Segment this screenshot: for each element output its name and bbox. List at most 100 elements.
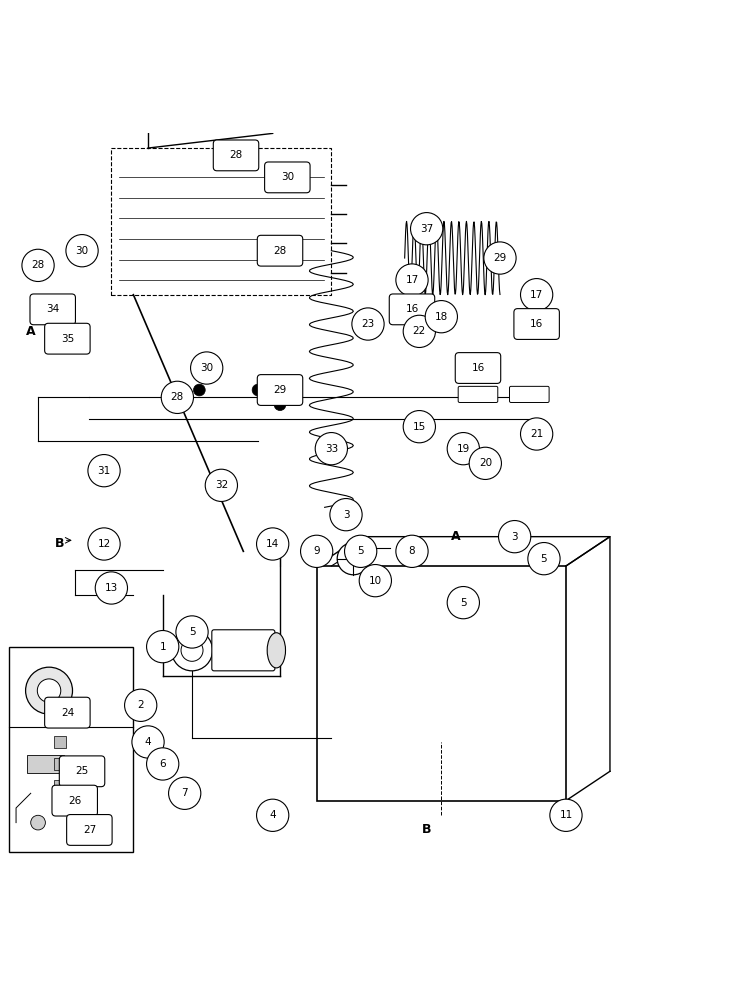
Circle shape [520, 279, 553, 311]
FancyBboxPatch shape [265, 162, 310, 193]
FancyBboxPatch shape [213, 140, 259, 171]
Circle shape [66, 235, 98, 267]
Text: 30: 30 [200, 363, 213, 373]
Circle shape [171, 630, 213, 671]
Circle shape [484, 242, 516, 274]
Text: 20: 20 [478, 458, 492, 468]
Circle shape [169, 777, 201, 809]
Circle shape [257, 799, 289, 831]
Circle shape [88, 455, 120, 487]
Circle shape [205, 469, 238, 501]
FancyBboxPatch shape [456, 353, 500, 383]
Text: B: B [422, 823, 431, 836]
Text: 21: 21 [530, 429, 543, 439]
Text: 4: 4 [145, 737, 152, 747]
FancyBboxPatch shape [27, 755, 64, 773]
Text: 5: 5 [188, 627, 195, 637]
Circle shape [124, 689, 157, 721]
Text: 17: 17 [530, 290, 543, 300]
FancyBboxPatch shape [389, 294, 435, 325]
Circle shape [352, 308, 384, 340]
Circle shape [176, 616, 208, 648]
Circle shape [396, 264, 428, 296]
Text: 29: 29 [493, 253, 506, 263]
FancyBboxPatch shape [52, 785, 97, 816]
Text: 9: 9 [314, 546, 320, 556]
Text: 7: 7 [181, 788, 188, 798]
Text: 3: 3 [343, 510, 350, 520]
Text: 15: 15 [413, 422, 426, 432]
Circle shape [216, 472, 227, 484]
Text: 31: 31 [97, 466, 110, 476]
Circle shape [95, 572, 127, 604]
Text: 23: 23 [361, 319, 375, 329]
Text: 26: 26 [68, 796, 82, 806]
Text: 30: 30 [280, 172, 294, 182]
Text: 4: 4 [269, 810, 276, 820]
Circle shape [498, 521, 531, 553]
Circle shape [31, 815, 46, 830]
Circle shape [191, 352, 223, 384]
Circle shape [252, 384, 264, 396]
Circle shape [161, 381, 194, 413]
FancyBboxPatch shape [60, 756, 105, 787]
Circle shape [146, 631, 179, 663]
Circle shape [38, 679, 61, 702]
Circle shape [22, 249, 54, 281]
Text: 16: 16 [530, 319, 543, 329]
Text: 2: 2 [138, 700, 144, 710]
Text: 13: 13 [105, 583, 118, 593]
FancyBboxPatch shape [45, 697, 90, 728]
Text: 34: 34 [46, 304, 60, 314]
Text: 33: 33 [325, 444, 338, 454]
Circle shape [88, 528, 120, 560]
Bar [9, 647, 133, 852]
Text: 37: 37 [420, 224, 434, 234]
Circle shape [403, 411, 436, 443]
Text: 18: 18 [435, 312, 448, 322]
FancyBboxPatch shape [509, 386, 549, 402]
Circle shape [469, 447, 501, 479]
Text: 25: 25 [75, 766, 88, 776]
Text: 28: 28 [171, 392, 184, 402]
Text: 14: 14 [266, 539, 279, 549]
Text: 24: 24 [61, 708, 74, 718]
Text: 17: 17 [406, 275, 419, 285]
Text: 28: 28 [273, 246, 286, 256]
Text: A: A [451, 530, 461, 543]
Text: 35: 35 [61, 334, 74, 344]
Text: 28: 28 [230, 150, 243, 160]
Circle shape [411, 213, 443, 245]
Text: A: A [26, 325, 35, 338]
FancyBboxPatch shape [212, 630, 275, 671]
Text: 19: 19 [457, 444, 470, 454]
Text: 22: 22 [413, 326, 426, 336]
Text: 5: 5 [358, 546, 364, 556]
Text: 6: 6 [160, 759, 166, 769]
Text: 10: 10 [369, 576, 382, 586]
Text: 5: 5 [460, 598, 467, 608]
Circle shape [132, 726, 164, 758]
Text: 3: 3 [512, 532, 518, 542]
Text: 8: 8 [408, 546, 415, 556]
Text: 28: 28 [32, 260, 45, 270]
Bar [111, 148, 331, 295]
Text: 27: 27 [82, 825, 96, 835]
Text: 30: 30 [76, 246, 88, 256]
FancyBboxPatch shape [459, 386, 498, 402]
FancyBboxPatch shape [258, 375, 302, 405]
FancyBboxPatch shape [514, 309, 559, 339]
Circle shape [194, 384, 205, 396]
Circle shape [337, 543, 369, 575]
Text: 16: 16 [471, 363, 484, 373]
Text: 5: 5 [541, 554, 548, 564]
Circle shape [315, 433, 347, 465]
FancyBboxPatch shape [30, 294, 76, 325]
Circle shape [520, 418, 553, 450]
Circle shape [26, 667, 73, 714]
Circle shape [447, 433, 479, 465]
Circle shape [257, 528, 289, 560]
Circle shape [344, 535, 377, 567]
Circle shape [274, 399, 286, 411]
Text: 1: 1 [160, 642, 166, 652]
